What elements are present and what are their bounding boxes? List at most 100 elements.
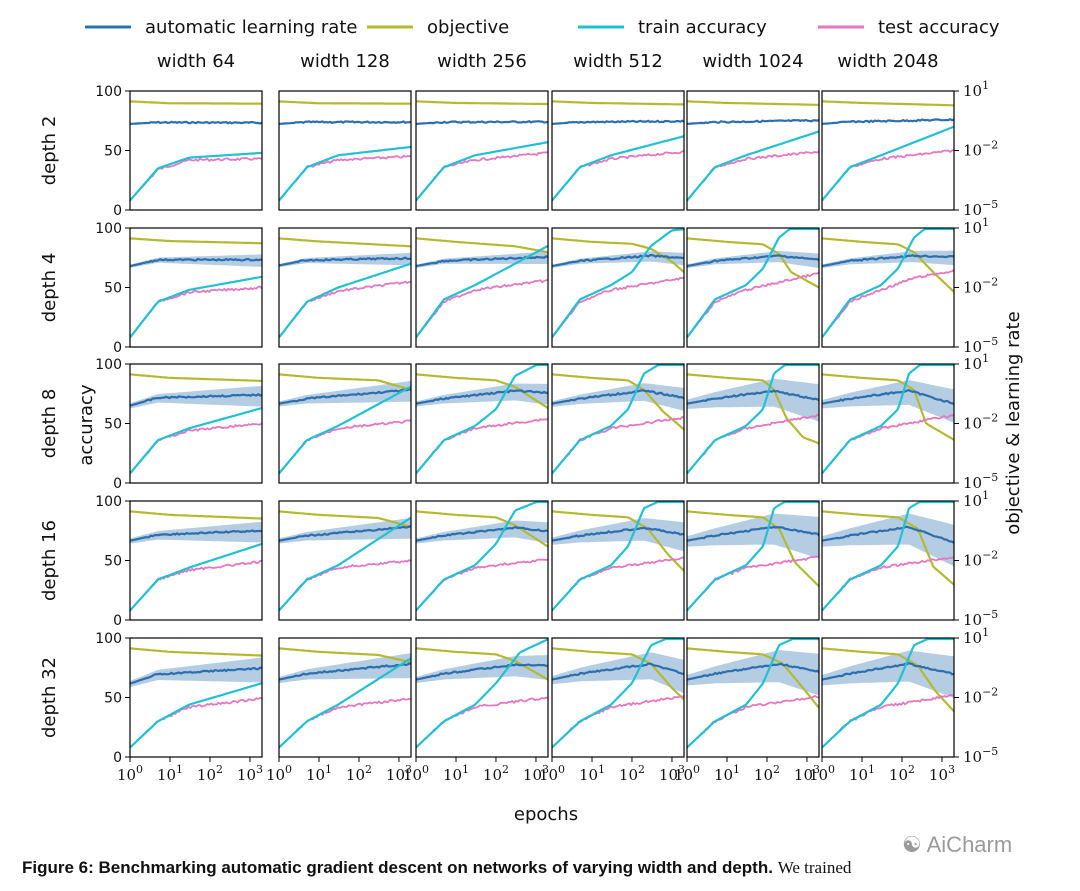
panel-r3-c5 xyxy=(821,500,959,621)
lr-line-r1-c1 xyxy=(279,256,411,267)
panel-series-r3-c4 xyxy=(687,501,819,612)
right-tick-label-r1-1: 10−2 xyxy=(963,276,998,297)
x-tick-label-c2-2: 102 xyxy=(483,763,509,784)
panel-frame-r2-c0 xyxy=(129,363,263,484)
panel-r4-c3 xyxy=(551,637,685,762)
test-accuracy-line-r4-c0 xyxy=(130,696,262,749)
x-tick-label-c0-2: 102 xyxy=(197,763,223,784)
row-title-0: depth 2 xyxy=(39,116,60,186)
objective-line-r0-c0 xyxy=(130,100,262,105)
train-accuracy-line-r2-c3 xyxy=(552,364,684,475)
train-accuracy-line-r1-c2 xyxy=(416,244,548,339)
objective-line-r1-c5 xyxy=(822,237,954,293)
lr-line-r0-c2 xyxy=(416,119,548,125)
panel-r4-c2 xyxy=(415,637,549,762)
panel-frame-r2-c1 xyxy=(278,363,412,484)
objective-line-r0-c2 xyxy=(416,100,548,106)
test-accuracy-line-r4-c1 xyxy=(279,697,411,749)
lr-band-r3-c4 xyxy=(687,513,819,559)
lr-band-r4-c4 xyxy=(687,650,819,696)
row-title-4: depth 32 xyxy=(39,657,60,738)
lr-line-r3-c3 xyxy=(552,526,684,542)
x-tick-label-c5-0: 100 xyxy=(809,763,835,784)
panel-series-r4-c5 xyxy=(822,638,954,749)
train-accuracy-line-r4-c2 xyxy=(416,638,548,749)
panel-frame-r3-c4 xyxy=(686,500,820,621)
column-title-0: width 64 xyxy=(157,51,235,72)
lr-line-r0-c0 xyxy=(130,120,262,125)
panel-r0-c2 xyxy=(415,90,549,211)
objective-line-r1-c0 xyxy=(130,237,262,245)
panel-frame-r1-c4 xyxy=(686,227,820,348)
panel-series-r0-c4 xyxy=(687,100,819,202)
lr-band-r2-c3 xyxy=(552,383,684,411)
lr-line-r4-c0 xyxy=(130,666,262,685)
left-tick-label-r0-0: 0 xyxy=(113,203,122,219)
objective-line-r4-c1 xyxy=(279,647,411,664)
panel-r1-c1 xyxy=(278,227,412,348)
lr-band-r3-c3 xyxy=(552,518,684,552)
column-title-1: width 128 xyxy=(300,51,390,72)
objective-line-r3-c2 xyxy=(416,510,548,548)
objective-line-r3-c5 xyxy=(822,510,954,586)
panel-series-r1-c3 xyxy=(552,228,684,339)
objective-line-r3-c4 xyxy=(687,510,819,588)
lr-line-r3-c5 xyxy=(822,525,954,544)
panel-r2-c2 xyxy=(415,363,549,484)
lr-line-r2-c1 xyxy=(279,388,411,405)
right-tick-label-r0-2: 10−5 xyxy=(963,198,998,219)
panel-r0-c1 xyxy=(278,90,412,211)
panel-series-r2-c4 xyxy=(687,364,819,475)
panel-r1-c5 xyxy=(821,227,959,348)
test-accuracy-line-r0-c5 xyxy=(822,148,954,202)
right-tick-label-r2-2: 10−5 xyxy=(963,471,998,492)
panel-series-r3-c3 xyxy=(552,501,684,612)
panel-r0-c3 xyxy=(551,90,685,211)
y-axis-label-right: objective & learning rate xyxy=(1003,311,1024,534)
lr-line-r0-c1 xyxy=(279,120,411,125)
panel-r1-c4 xyxy=(686,227,820,348)
panel-series-r4-c0 xyxy=(130,647,262,749)
lr-line-r4-c5 xyxy=(822,662,954,681)
train-accuracy-line-r0-c3 xyxy=(552,135,684,202)
test-accuracy-line-r3-c5 xyxy=(822,556,954,612)
left-tick-label-r1-0: 0 xyxy=(113,340,122,356)
panel-frame-r2-c5 xyxy=(821,363,955,484)
panel-frame-r0-c4 xyxy=(686,90,820,211)
test-accuracy-line-r4-c4 xyxy=(687,694,819,749)
panel-frame-r4-c4 xyxy=(686,637,820,758)
panel-r1-c2 xyxy=(415,227,549,348)
objective-line-r2-c3 xyxy=(552,373,684,431)
objective-line-r4-c5 xyxy=(822,647,954,713)
test-accuracy-line-r3-c2 xyxy=(416,558,548,612)
left-tick-label-r3-1: 50 xyxy=(104,554,122,570)
test-accuracy-line-r3-c4 xyxy=(687,555,819,612)
x-tick-label-c4-2: 102 xyxy=(754,763,780,784)
panel-r3-c0: 0 50 100 xyxy=(95,494,263,629)
test-accuracy-line-r4-c2 xyxy=(416,696,548,749)
panel-frame-r3-c2 xyxy=(415,500,549,621)
objective-line-r1-c1 xyxy=(279,237,411,248)
panel-series-r0-c1 xyxy=(279,100,411,202)
panel-series-r0-c0 xyxy=(130,100,262,202)
test-accuracy-line-r2-c3 xyxy=(552,416,684,475)
lr-line-r2-c0 xyxy=(130,392,262,407)
chart-grid: automatic learning rate objective train ac… xyxy=(39,17,1024,825)
column-title-2: width 256 xyxy=(437,51,527,72)
lr-band-r4-c5 xyxy=(822,650,954,698)
objective-line-r3-c0 xyxy=(130,510,262,520)
panel-frame-r2-c2 xyxy=(415,363,549,484)
x-tick-label-c1-1: 101 xyxy=(306,763,332,784)
objective-line-r2-c4 xyxy=(687,373,819,445)
train-accuracy-line-r4-c4 xyxy=(687,638,819,749)
right-tick-label-r0-1: 10−2 xyxy=(963,139,998,160)
train-accuracy-line-r4-c3 xyxy=(552,638,684,749)
panel-frame-r0-c5 xyxy=(821,90,955,211)
column-title-4: width 1024 xyxy=(702,51,803,72)
objective-line-r2-c1 xyxy=(279,373,411,391)
watermark: ☯ AiCharm xyxy=(902,832,1013,857)
objective-line-r0-c1 xyxy=(279,100,411,105)
panel-frame-r1-c3 xyxy=(551,227,685,348)
objective-line-r2-c0 xyxy=(130,373,262,382)
lr-band-r4-c1 xyxy=(279,653,411,684)
